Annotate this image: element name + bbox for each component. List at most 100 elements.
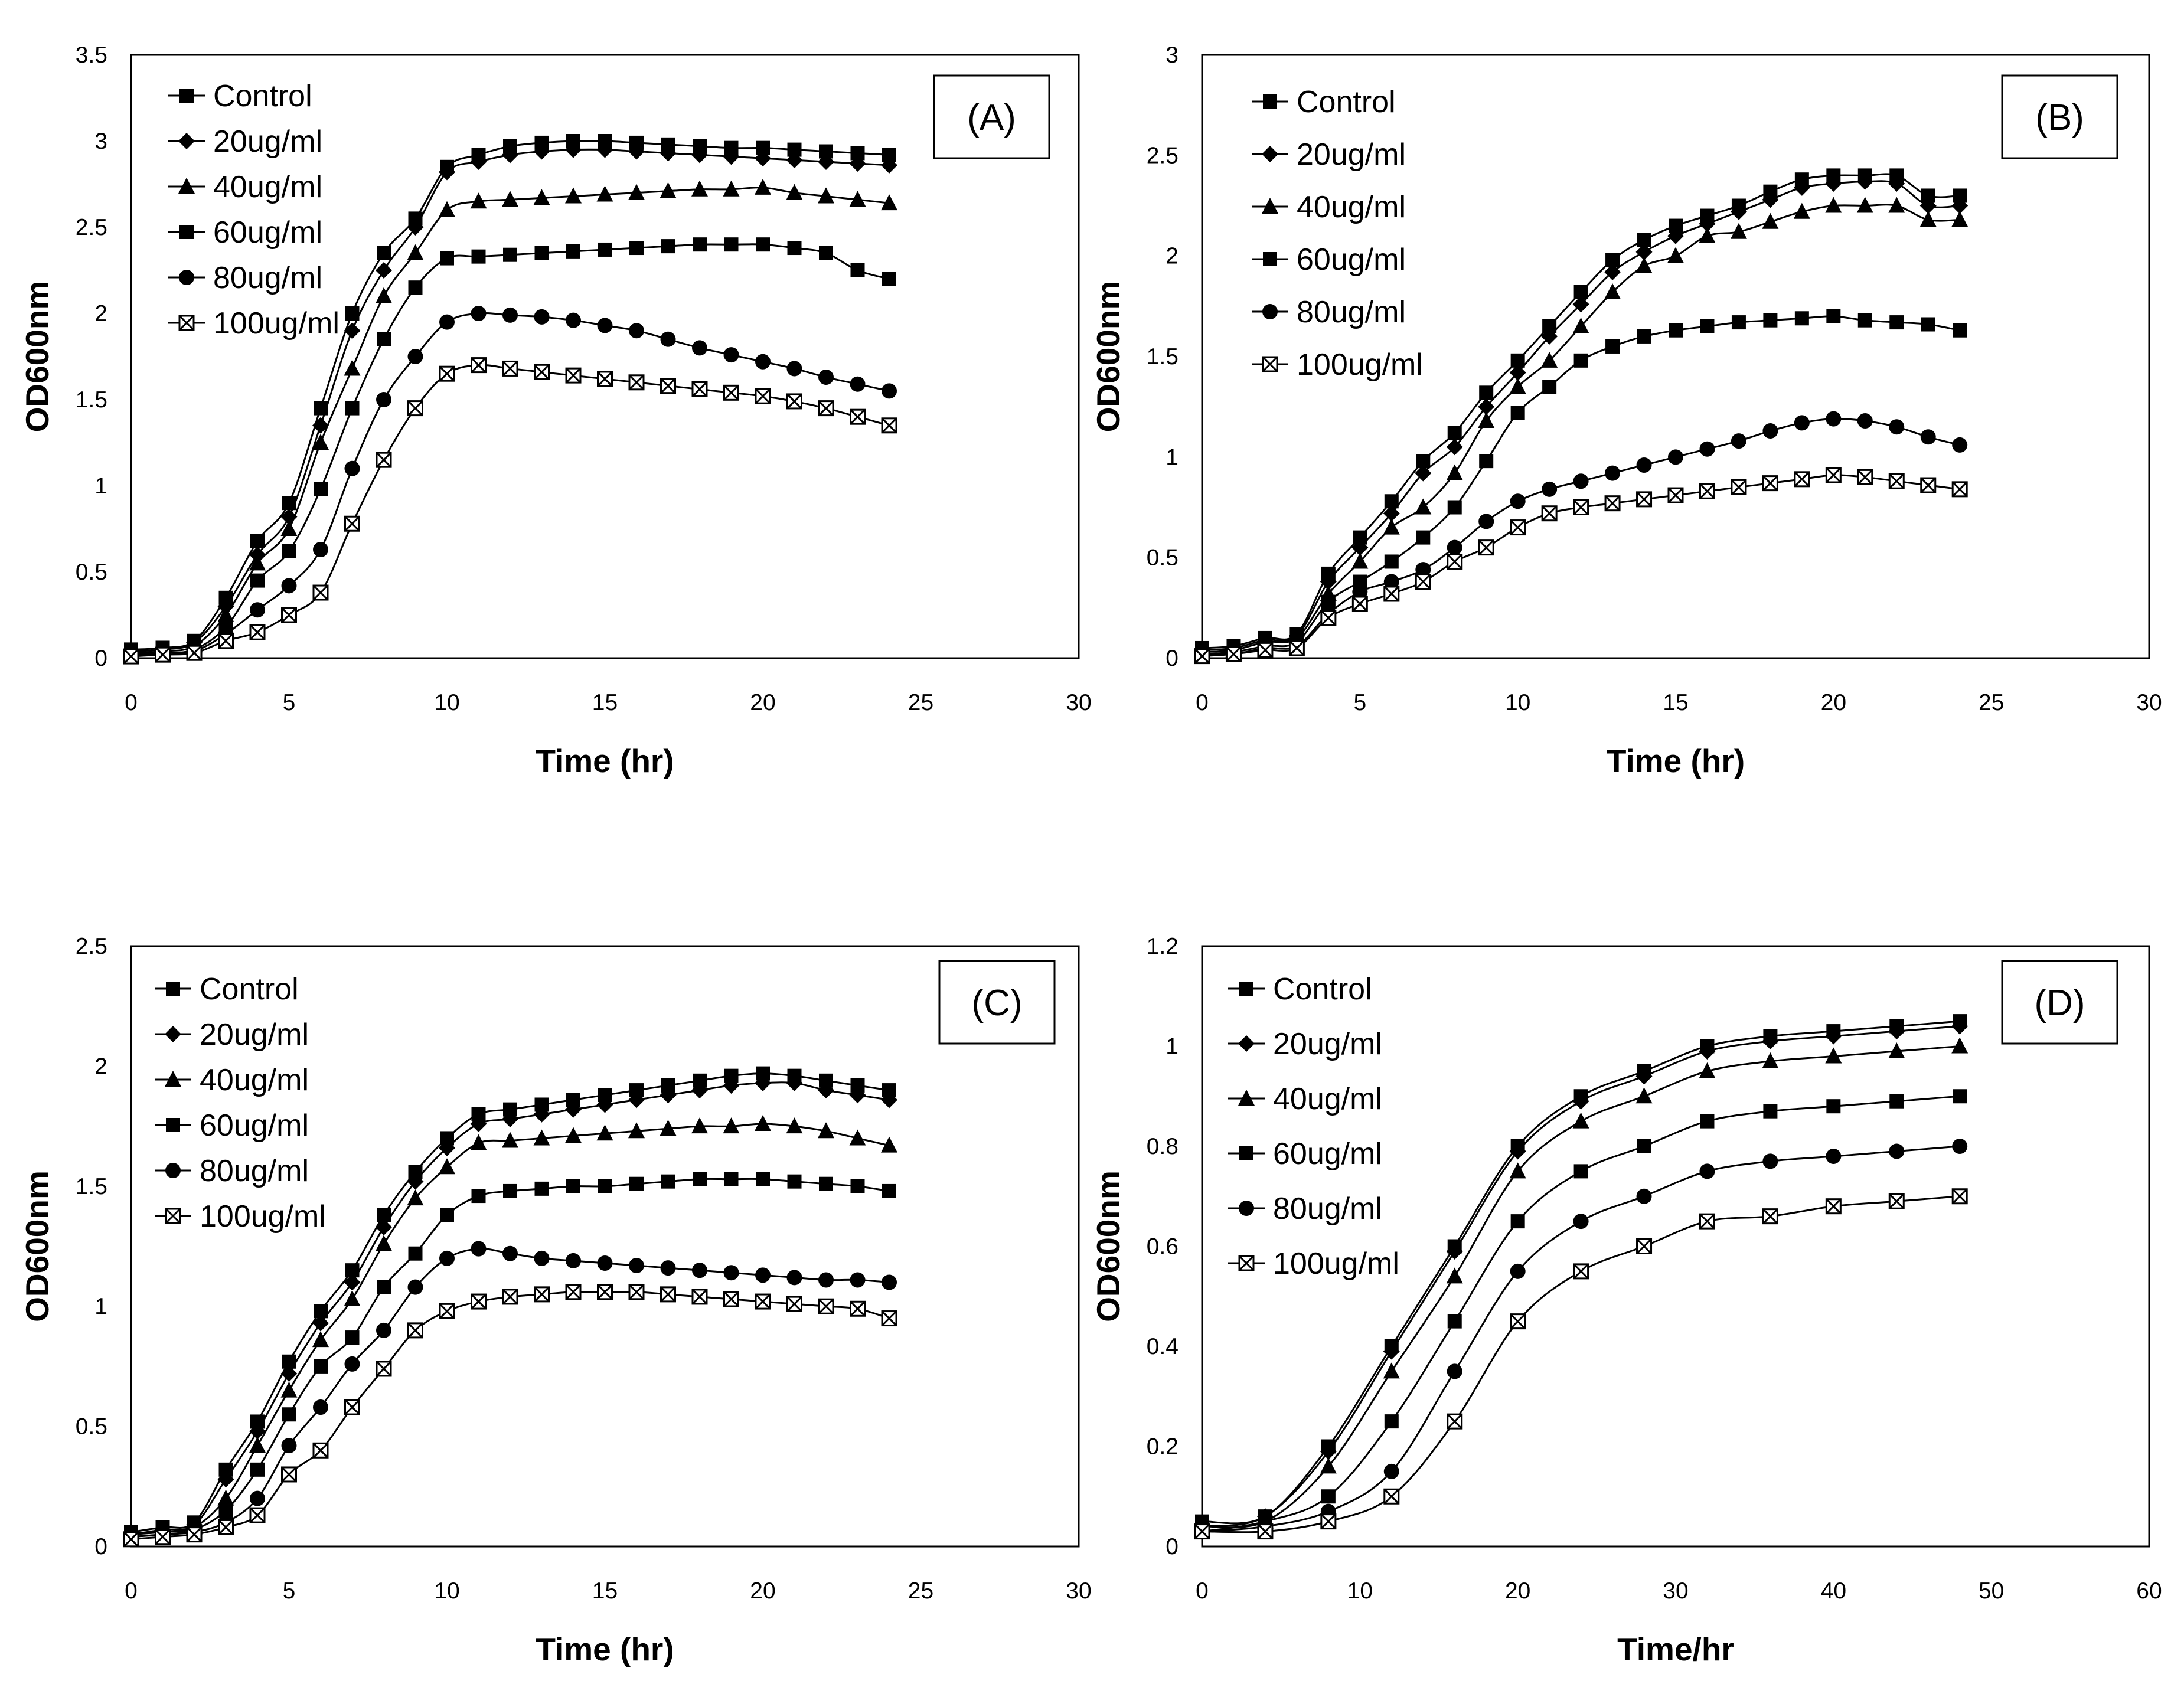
data-point bbox=[281, 1466, 297, 1483]
marker-cross-b bbox=[1257, 642, 1273, 658]
data-point bbox=[123, 648, 139, 665]
data-point bbox=[1446, 439, 1463, 456]
data-point bbox=[471, 306, 487, 321]
marker-cross-b bbox=[249, 624, 266, 640]
data-point bbox=[1572, 1093, 1589, 1110]
legend-item: 100ug/ml bbox=[1228, 1247, 1399, 1281]
y-tick-label: 0.8 bbox=[1147, 1134, 1178, 1159]
data-point bbox=[755, 388, 771, 404]
marker-cross-b bbox=[1952, 1188, 1968, 1204]
y-tick-label: 1 bbox=[1166, 1034, 1178, 1060]
data-point bbox=[313, 1399, 328, 1415]
data-point bbox=[660, 378, 676, 394]
data-point bbox=[1447, 1363, 1462, 1379]
y-tick-label: 2.5 bbox=[76, 934, 107, 959]
marker-cross-b bbox=[1699, 483, 1715, 499]
y-tick-label: 3 bbox=[94, 129, 107, 154]
legend-item: 40ug/ml bbox=[1252, 190, 1406, 224]
legend-marker bbox=[165, 1071, 181, 1087]
x-tick-label: 25 bbox=[908, 690, 933, 715]
legend-marker bbox=[179, 270, 194, 285]
data-point bbox=[1510, 1263, 1526, 1279]
data-point bbox=[850, 1272, 866, 1288]
legend-label: 60ug/ml bbox=[1297, 243, 1406, 277]
data-point bbox=[1889, 1143, 1905, 1159]
data-point bbox=[439, 201, 455, 217]
marker-cross-b bbox=[1826, 467, 1842, 483]
marker-cross-b bbox=[439, 1303, 455, 1319]
y-tick-label: 2 bbox=[94, 301, 107, 326]
data-point bbox=[1415, 465, 1432, 482]
data-point bbox=[376, 287, 392, 303]
data-point bbox=[566, 1253, 581, 1268]
data-point bbox=[1762, 1208, 1778, 1225]
data-point bbox=[1478, 398, 1495, 416]
data-point bbox=[565, 1101, 582, 1118]
marker-cross-b bbox=[597, 1284, 613, 1300]
data-point bbox=[723, 384, 739, 401]
marker-cross-b bbox=[186, 1526, 203, 1542]
y-tick-label: 1 bbox=[94, 1294, 107, 1319]
data-point bbox=[723, 1291, 739, 1307]
y-tick-label: 0 bbox=[1166, 1534, 1178, 1559]
marker-cross-b bbox=[1447, 554, 1462, 570]
legend-item: Control bbox=[155, 972, 299, 1006]
marker-cross-b bbox=[1573, 1263, 1589, 1279]
marker-cross-b bbox=[1889, 473, 1905, 489]
data-point bbox=[881, 194, 897, 211]
data-point bbox=[660, 331, 676, 347]
data-point bbox=[1383, 1463, 1399, 1479]
data-point bbox=[1383, 1488, 1400, 1505]
panel-label: (D) bbox=[2034, 983, 2085, 1024]
data-point bbox=[755, 1074, 771, 1091]
legend-marker bbox=[1239, 982, 1253, 996]
data-point bbox=[849, 1087, 866, 1104]
data-point bbox=[850, 408, 866, 425]
data-point bbox=[281, 578, 297, 594]
data-point bbox=[312, 584, 329, 601]
marker-cross-b bbox=[534, 1286, 550, 1302]
data-point bbox=[1699, 215, 1716, 233]
y-tick-label: 1.5 bbox=[76, 387, 107, 413]
data-point bbox=[661, 1174, 675, 1189]
data-point bbox=[1605, 339, 1620, 354]
x-tick-label: 25 bbox=[1979, 690, 2004, 715]
data-point bbox=[1510, 406, 1525, 420]
data-point bbox=[312, 1314, 329, 1332]
data-point bbox=[1479, 385, 1494, 400]
data-point bbox=[596, 1124, 613, 1141]
data-point bbox=[312, 1442, 329, 1459]
data-point bbox=[565, 1127, 582, 1143]
data-point bbox=[1509, 364, 1526, 381]
legend-item: 60ug/ml bbox=[168, 215, 322, 250]
y-tick-label: 3 bbox=[1166, 42, 1178, 68]
data-point bbox=[1573, 499, 1589, 515]
legend: Control 20ug/ml 40ug/ml 60ug/ml 80ug/ml 100ug… bbox=[1228, 972, 1399, 1281]
data-point bbox=[344, 1274, 361, 1291]
data-point bbox=[534, 1286, 550, 1303]
legend-label: 40ug/ml bbox=[1273, 1082, 1382, 1116]
data-point bbox=[1383, 1362, 1400, 1379]
data-point bbox=[312, 417, 329, 434]
x-tick-label: 50 bbox=[1979, 1578, 2004, 1604]
data-point bbox=[693, 237, 707, 252]
data-point bbox=[376, 452, 392, 468]
y-tick-label: 0 bbox=[94, 646, 107, 671]
legend: Control 20ug/ml 40ug/ml 60ug/ml 80ug/ml 100ug… bbox=[168, 79, 339, 341]
legend-item: 100ug/ml bbox=[168, 306, 339, 341]
data-point bbox=[439, 1139, 455, 1156]
marker-cross-b bbox=[1889, 1193, 1905, 1209]
data-point bbox=[407, 1189, 424, 1206]
data-point bbox=[1889, 1094, 1904, 1109]
legend-item: 100ug/ml bbox=[155, 1199, 326, 1234]
data-point bbox=[723, 1117, 740, 1134]
legend-label: 100ug/ml bbox=[200, 1199, 326, 1234]
data-point bbox=[819, 246, 833, 260]
marker-cross-b bbox=[186, 645, 203, 661]
data-point bbox=[629, 323, 644, 339]
data-point bbox=[502, 360, 518, 377]
data-point bbox=[724, 1172, 739, 1186]
data-point bbox=[313, 542, 328, 558]
data-point bbox=[1762, 423, 1778, 439]
data-point bbox=[376, 392, 391, 407]
